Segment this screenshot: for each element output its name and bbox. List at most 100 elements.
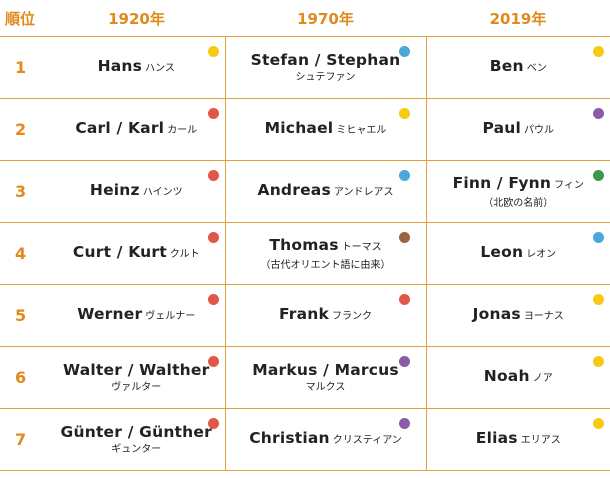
table-header: 順位 1920年 1970年 2019年 — [0, 0, 610, 37]
name-katakana: ミヒャエル — [336, 125, 387, 136]
table-row: 5 Werner ヴェルナー Frank フランク Jonas ヨーナス — [0, 284, 610, 347]
name-cell: Carl / Karl カール — [48, 98, 225, 161]
rank-number: 1 — [0, 36, 48, 99]
name-katakana: カール — [167, 125, 198, 136]
name-line: Curt / Kurt クルト — [48, 242, 225, 265]
name-katakana: クリスティアン — [332, 435, 402, 446]
name-subtext: （古代オリエント語に由来） — [260, 259, 391, 271]
name-line: Elias エリアス — [427, 428, 610, 451]
name-line: Werner ヴェルナー — [48, 304, 225, 327]
table-body: 1 Hans ハンス Stefan / Stephan シュテファン Ben ベン 2 Carl… — [0, 36, 610, 471]
name-line: Walter / Walther — [48, 360, 225, 380]
name-katakana: ヨーナス — [523, 311, 564, 322]
name-line: Thomas トーマス — [226, 235, 426, 258]
name-line: Hans ハンス — [48, 56, 225, 79]
name-subtext: ヴァルター — [111, 382, 162, 393]
rank-number: 7 — [0, 408, 48, 471]
name-text: Andreas — [257, 181, 331, 199]
red-dot-icon — [207, 232, 219, 243]
name-text: Christian — [249, 429, 330, 447]
name-text: Werner — [77, 305, 143, 323]
yellow-dot-icon — [593, 46, 604, 57]
blue-dot-icon — [398, 46, 410, 57]
rank-number: 4 — [0, 222, 48, 285]
name-cell: Werner ヴェルナー — [48, 284, 225, 347]
name-cell: Heinz ハインツ — [48, 160, 225, 223]
yellow-dot-icon — [593, 418, 604, 429]
name-katakana: レオン — [526, 249, 557, 260]
name-text: Finn / Fynn — [452, 173, 552, 192]
name-cell: Hans ハンス — [48, 36, 225, 99]
name-line: Leon レオン — [427, 242, 610, 265]
red-dot-icon — [207, 170, 219, 181]
name-cell: Leon レオン — [425, 222, 610, 285]
name-text: Leon — [480, 243, 524, 261]
green-dot-icon — [593, 170, 604, 181]
name-text: Carl / Karl — [75, 119, 165, 137]
year-1970-column-header: 1970年 — [297, 9, 354, 28]
name-subtext: シュテファン — [295, 72, 356, 83]
name-line: Andreas アンドレアス — [226, 180, 426, 203]
name-text: Günter / Günther — [60, 423, 212, 441]
name-cell: Walter / Walther ヴァルター — [48, 346, 225, 409]
name-text: Frank — [278, 305, 330, 323]
table-row: 4 Curt / Kurt クルト Thomas トーマス （古代オリエント語に由来） Le… — [0, 222, 610, 285]
name-cell: Stefan / Stephan シュテファン — [224, 36, 426, 99]
name-katakana: ノア — [532, 373, 553, 384]
year-2019-column-header: 2019年 — [489, 9, 547, 28]
name-katakana: クルト — [169, 249, 200, 260]
name-text: Elias — [475, 429, 518, 447]
red-dot-icon — [207, 108, 219, 119]
red-dot-icon — [207, 356, 219, 367]
name-line: Carl / Karl カール — [48, 118, 225, 141]
name-cell: Christian クリスティアン — [224, 408, 426, 471]
table-row: 6 Walter / Walther ヴァルター Markus / Marcus マルク… — [0, 346, 610, 409]
red-dot-icon — [207, 294, 219, 305]
name-cell: Paul パウル — [425, 98, 610, 161]
table-row: 2 Carl / Karl カール Michael ミヒャエル Paul パウル — [0, 98, 610, 161]
name-line: Frank フランク — [226, 304, 426, 327]
yellow-dot-icon — [207, 46, 219, 57]
name-cell: Jonas ヨーナス — [425, 284, 610, 347]
blue-dot-icon — [593, 232, 604, 243]
name-cell: Frank フランク — [224, 284, 426, 347]
name-line: Jonas ヨーナス — [427, 304, 610, 327]
name-line: Stefan / Stephan — [226, 50, 426, 70]
name-text: Michael — [264, 119, 334, 137]
name-text: Stefan / Stephan — [250, 51, 401, 69]
table-row: 7 Günter / Günther ギュンター Christian クリスティアン El… — [0, 408, 610, 471]
table-row: 3 Heinz ハインツ Andreas アンドレアス Finn / Fynn フィン （北欧… — [0, 160, 610, 223]
name-text: Curt / Kurt — [72, 243, 167, 261]
name-katakana: アンドレアス — [333, 187, 394, 198]
rank-column-header: 順位 — [5, 9, 36, 28]
name-cell: Finn / Fynn フィン （北欧の名前） — [425, 160, 610, 223]
name-katakana: ハインツ — [142, 187, 183, 198]
name-text: Noah — [483, 367, 530, 385]
name-cell: Andreas アンドレアス — [224, 160, 426, 223]
name-katakana: フィン — [554, 179, 584, 191]
name-line: Finn / Fynn フィン — [427, 173, 610, 196]
name-line: Heinz ハインツ — [48, 180, 225, 203]
yellow-dot-icon — [593, 356, 604, 367]
name-cell: Ben ベン — [425, 36, 610, 99]
name-katakana: フランク — [332, 311, 373, 322]
purple-dot-icon — [398, 418, 410, 429]
name-subtext: マルクス — [305, 382, 346, 393]
name-cell: Michael ミヒャエル — [224, 98, 426, 161]
name-text: Heinz — [89, 181, 140, 199]
name-line: Markus / Marcus — [226, 360, 426, 380]
purple-dot-icon — [398, 356, 410, 367]
name-cell: Noah ノア — [425, 346, 610, 409]
name-cell: Günter / Günther ギュンター — [48, 408, 225, 471]
yellow-dot-icon — [398, 108, 410, 119]
rank-number: 3 — [0, 160, 48, 223]
name-line: Günter / Günther — [48, 422, 225, 442]
name-katakana: トーマス — [341, 241, 382, 253]
name-katakana: ベン — [526, 63, 547, 74]
red-dot-icon — [207, 418, 219, 429]
name-subtext: ギュンター — [111, 444, 162, 455]
brown-dot-icon — [398, 232, 410, 243]
yellow-dot-icon — [593, 294, 604, 305]
name-text: Thomas — [269, 235, 339, 254]
